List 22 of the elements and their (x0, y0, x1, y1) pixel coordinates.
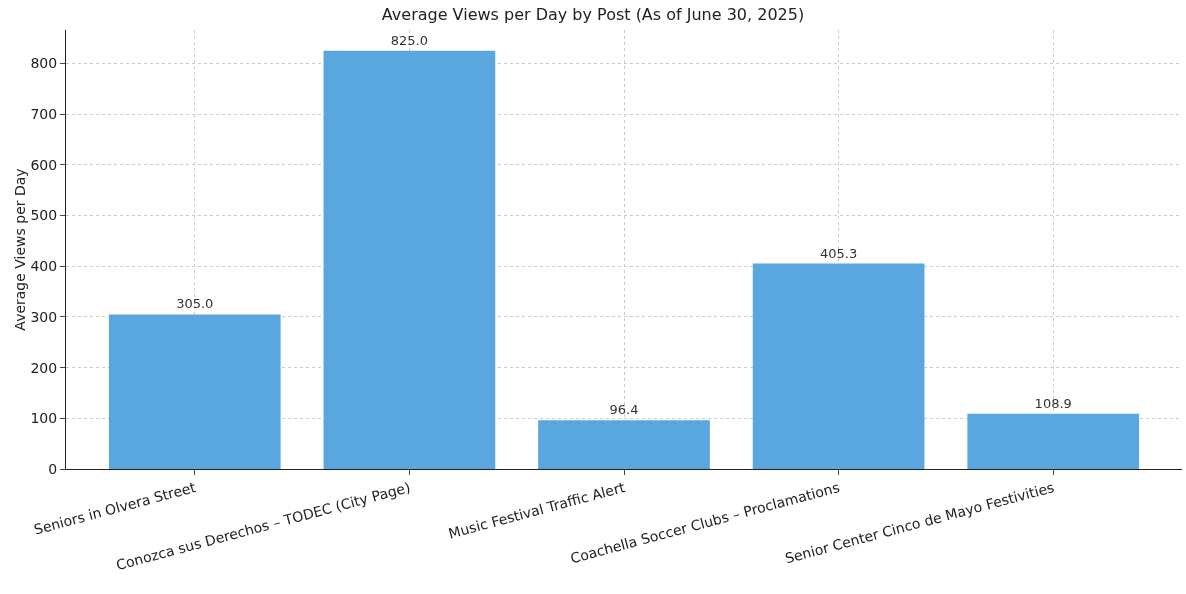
y-tick-label: 300 (30, 308, 58, 325)
y-tick-label: 700 (30, 106, 58, 123)
bar (752, 263, 925, 469)
y-tick-label: 0 (48, 460, 58, 477)
bar (108, 314, 281, 469)
data-label: 825.0 (390, 32, 428, 48)
data-label: 108.9 (1034, 395, 1072, 411)
chart-title: Average Views per Day by Post (As of June 30, 2025) (381, 5, 805, 25)
y-tick-label: 400 (30, 258, 58, 275)
bar (323, 50, 496, 469)
y-axis-title: Average Views per Day (12, 168, 29, 331)
y-tick-label: 800 (30, 55, 58, 72)
data-label: 305.0 (176, 296, 214, 312)
y-tick-label: 600 (30, 156, 58, 173)
bar (967, 413, 1140, 469)
data-label: 405.3 (820, 245, 858, 261)
y-tick-label: 200 (30, 359, 58, 376)
data-label: 96.4 (609, 402, 639, 418)
x-tick-label: Seniors in Olvera Street (32, 478, 198, 538)
bar (538, 420, 710, 469)
y-tick-label: 100 (30, 410, 58, 427)
y-tick-label: 500 (30, 207, 58, 224)
